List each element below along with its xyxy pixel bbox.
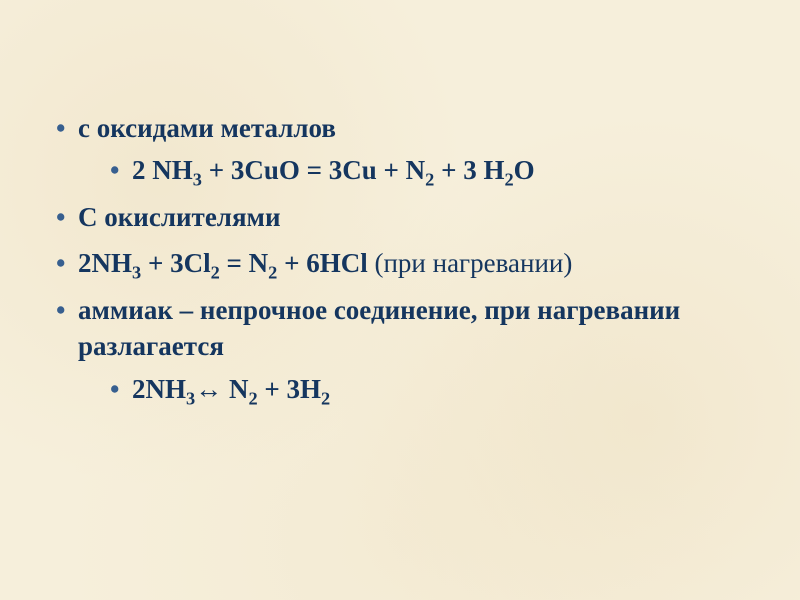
- formula: 2NH3↔ N2 + 3H2: [132, 374, 330, 404]
- item-text: с оксидами металлов: [78, 113, 336, 143]
- list-item: аммиак – непрочное соединение, при нагре…: [50, 292, 750, 407]
- sub-list: 2 NH3 + 3CuO = 3Cu + N2 + 3 H2O: [78, 152, 750, 188]
- note-text: (при нагревании): [368, 248, 573, 278]
- sub-list: 2NH3↔ N2 + 3H2: [78, 371, 750, 407]
- list-item: с оксидами металлов 2 NH3 + 3CuO = 3Cu +…: [50, 110, 750, 189]
- list-item: С окислителями: [50, 199, 750, 235]
- formula: 2NH3 + 3Cl2 = N2 + 6HCl: [78, 248, 368, 278]
- formula: 2 NH3 + 3CuO = 3Cu + N2 + 3 H2O: [132, 155, 535, 185]
- bullet-list: с оксидами металлов 2 NH3 + 3CuO = 3Cu +…: [50, 110, 750, 407]
- slide: с оксидами металлов 2 NH3 + 3CuO = 3Cu +…: [0, 0, 800, 600]
- list-item: 2NH3↔ N2 + 3H2: [78, 371, 750, 407]
- list-item: 2 NH3 + 3CuO = 3Cu + N2 + 3 H2O: [78, 152, 750, 188]
- item-text: аммиак – непрочное соединение, при нагре…: [78, 295, 680, 361]
- list-item: 2NH3 + 3Cl2 = N2 + 6HCl (при нагревании): [50, 245, 750, 281]
- item-text: С окислителями: [78, 202, 281, 232]
